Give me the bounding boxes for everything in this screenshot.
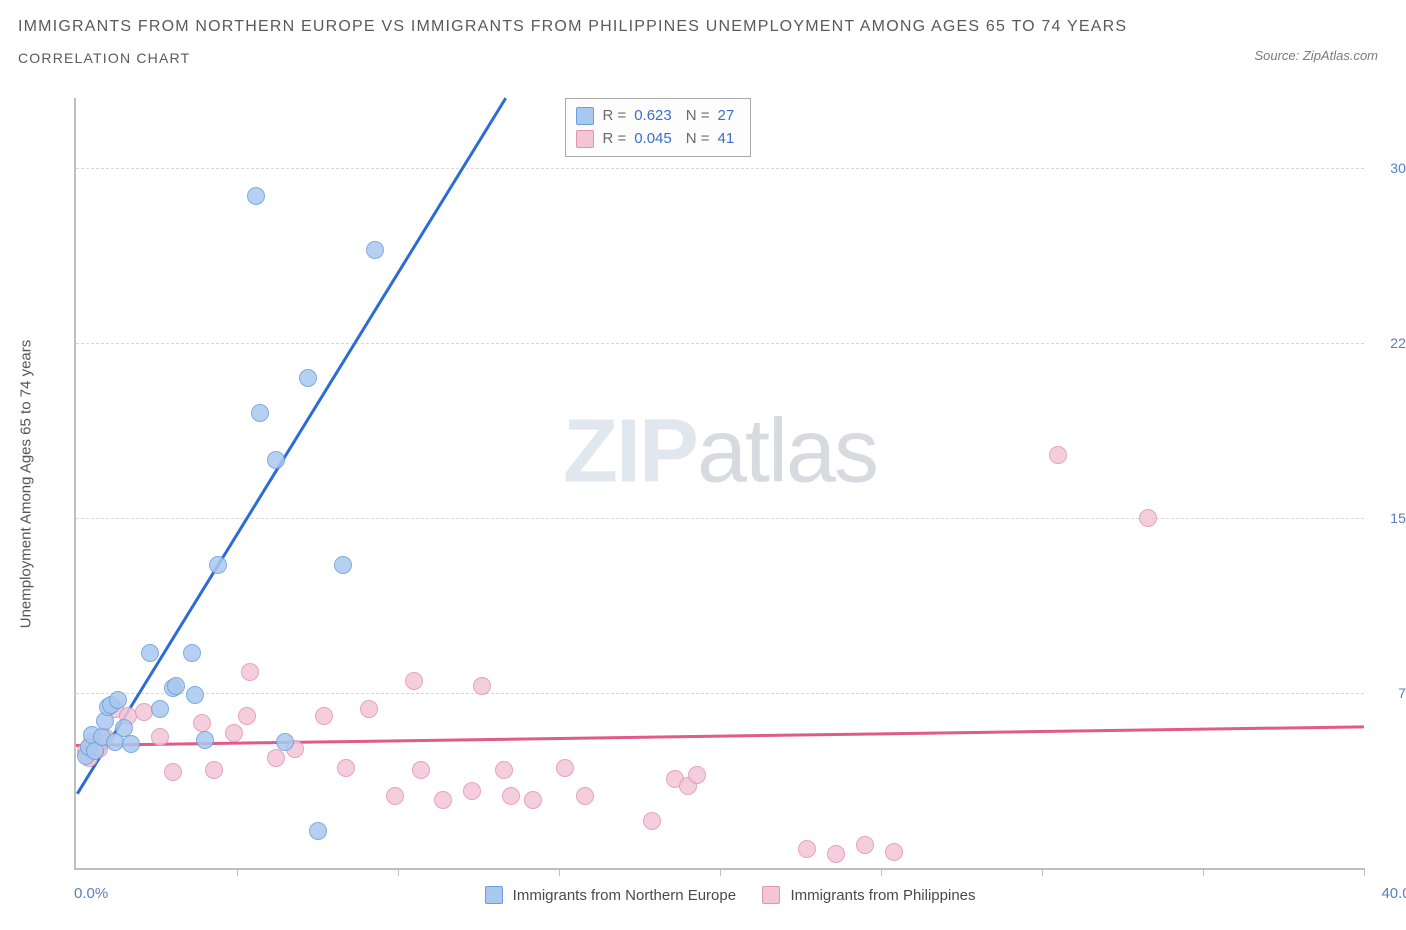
data-point-a [334,556,352,574]
stats-box: R = 0.623 N = 27 R = 0.045 N = 41 [565,98,751,157]
data-point-a [109,691,127,709]
y-tick-label: 7.5% [1370,685,1406,701]
stats-row-b: R = 0.045 N = 41 [576,128,740,151]
chart-subtitle: CORRELATION CHART [18,50,1388,66]
stats-swatch-a [576,107,594,125]
data-point-b [434,791,452,809]
scatter-plot: ZIPatlas 7.5%15.0%22.5%30.0%R =0.623N =2… [74,98,1364,870]
data-point-a [299,369,317,387]
y-tick-label: 15.0% [1370,510,1406,526]
data-point-b [827,845,845,863]
data-point-b [524,791,542,809]
data-point-b [238,707,256,725]
data-point-b [412,761,430,779]
data-point-a [366,241,384,259]
legend-swatch-a [485,886,503,904]
legend: Immigrants from Northern Europe Immigran… [74,886,1364,904]
data-point-a [141,644,159,662]
gridline [76,518,1364,519]
data-point-b [798,840,816,858]
data-point-b [502,787,520,805]
x-tick [881,868,882,876]
data-point-b [405,672,423,690]
data-point-b [241,663,259,681]
stats-r-value-b: 0.045 [634,128,672,151]
x-axis-max-label: 40.0% [1381,885,1406,902]
y-tick-label: 22.5% [1370,335,1406,351]
legend-label-b: Immigrants from Philippines [790,887,975,904]
data-point-a [196,731,214,749]
stats-n-label: N = [686,128,710,151]
stats-n-label: N = [686,105,710,128]
x-tick [720,868,721,876]
stats-r-label: R = [602,128,626,151]
data-point-a [186,686,204,704]
trendline-a [76,98,507,795]
data-point-b [556,759,574,777]
data-point-b [151,728,169,746]
stats-swatch-b [576,130,594,148]
data-point-b [193,714,211,732]
x-tick [398,868,399,876]
x-tick [1364,868,1365,876]
x-tick [1203,868,1204,876]
stats-r-label: R = [602,105,626,128]
data-point-a [167,677,185,695]
data-point-b [688,766,706,784]
data-point-b [1049,446,1067,464]
data-point-b [386,787,404,805]
trendline-b [76,726,1364,748]
data-point-a [309,822,327,840]
gridline [76,343,1364,344]
data-point-b [473,677,491,695]
stats-n-value-b: 41 [718,128,735,151]
stats-r-value-a: 0.623 [634,105,672,128]
data-point-b [463,782,481,800]
data-point-b [337,759,355,777]
data-point-a [151,700,169,718]
x-tick [237,868,238,876]
data-point-a [122,735,140,753]
stats-row-a: R = 0.623 N = 27 [576,105,740,128]
data-point-a [247,187,265,205]
gridline [76,168,1364,169]
data-point-b [205,761,223,779]
plot-area: ZIPatlas 7.5%15.0%22.5%30.0%R =0.623N =2… [74,98,1364,870]
data-point-a [267,451,285,469]
data-point-a [276,733,294,751]
y-tick-label: 30.0% [1370,160,1406,176]
legend-label-a: Immigrants from Northern Europe [513,887,736,904]
data-point-b [267,749,285,767]
data-point-b [1139,509,1157,527]
data-point-b [225,724,243,742]
data-point-b [315,707,333,725]
data-point-b [135,703,153,721]
data-point-a [183,644,201,662]
watermark: ZIPatlas [563,401,877,504]
data-point-b [856,836,874,854]
x-tick [559,868,560,876]
data-point-b [885,843,903,861]
legend-swatch-b [762,886,780,904]
data-point-b [643,812,661,830]
data-point-b [576,787,594,805]
data-point-a [209,556,227,574]
source-citation: Source: ZipAtlas.com [1254,48,1378,63]
chart-title: IMMIGRANTS FROM NORTHERN EUROPE VS IMMIG… [18,14,1388,40]
data-point-b [164,763,182,781]
gridline [76,693,1364,694]
y-axis-title: Unemployment Among Ages 65 to 74 years [18,340,35,629]
watermark-atlas: atlas [697,402,877,502]
stats-n-value-a: 27 [718,105,735,128]
data-point-b [495,761,513,779]
x-tick [1042,868,1043,876]
data-point-a [251,404,269,422]
data-point-b [360,700,378,718]
watermark-zip: ZIP [563,402,697,502]
data-point-a [115,719,133,737]
